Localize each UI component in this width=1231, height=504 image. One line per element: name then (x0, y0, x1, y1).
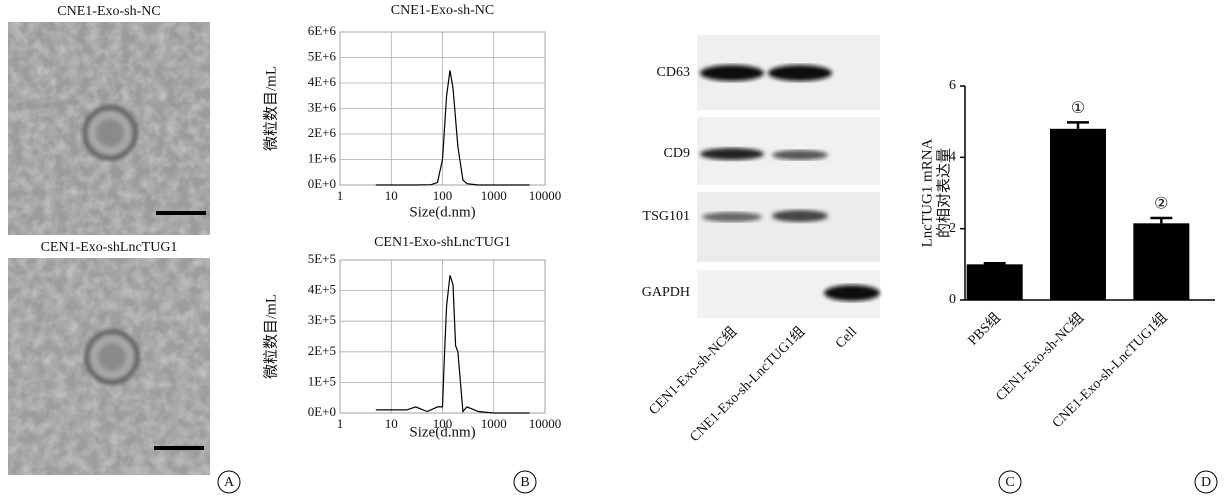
x-tick-label: 1000 (481, 416, 507, 431)
panel-letter: D (1194, 470, 1218, 494)
y-tick-label: 4E+6 (308, 74, 337, 89)
x-tick-label: PBS组 (965, 310, 1004, 349)
y-tick-label: 2 (949, 221, 956, 236)
y-tick-label: 0E+0 (308, 404, 336, 419)
blot-row-label: CD9 (664, 146, 690, 161)
y-tick-label: 6E+6 (308, 23, 337, 38)
panel-letter: C (998, 470, 1022, 494)
blot (697, 35, 880, 318)
x-tick-label: 10 (385, 188, 398, 203)
x-tick-label: 10000 (529, 416, 562, 431)
x-tick-label: 1 (337, 416, 344, 431)
chart-title: CEN1-Exo-shLncTUG1 (374, 235, 511, 250)
y-tick-label: 5E+5 (308, 251, 336, 266)
data-line (375, 275, 530, 414)
y-tick-label: 2E+6 (308, 125, 337, 140)
y-tick-label: 6 (949, 78, 956, 93)
y-tick-label: 2E+5 (308, 343, 336, 358)
bar (966, 264, 1023, 300)
blot-row-label: TSG101 (643, 209, 690, 224)
y-tick-label: 0E+0 (308, 176, 336, 191)
panel-letter-text: A (224, 475, 235, 490)
micrograph-label: CNE1-Exo-sh-NC (57, 4, 160, 19)
panel-letter: B (513, 470, 537, 494)
bar (1133, 223, 1190, 300)
y-tick-label: 4E+5 (308, 282, 336, 297)
blot-row-label: CD63 (657, 65, 690, 80)
y-tick-label: 5E+6 (308, 48, 337, 63)
bar (1050, 128, 1106, 300)
x-axis-label: Size(d.nm) (409, 204, 475, 220)
y-axis-label: 微粒数目/mL (262, 66, 279, 151)
panel-letter-text: C (1005, 475, 1014, 490)
data-line (375, 70, 530, 186)
chart-title: CNE1-Exo-sh-NC (391, 3, 494, 18)
y-axis-label: 微粒数目/mL (262, 294, 279, 379)
annotation: ① (1071, 100, 1085, 117)
annotation: ② (1154, 196, 1168, 213)
y-tick-label: 1E+5 (308, 373, 336, 388)
x-axis-label: Size(d.nm) (409, 424, 475, 440)
y-tick-label: 0 (949, 292, 956, 307)
x-tick-label: 100 (433, 416, 453, 431)
error-bar (1150, 216, 1173, 224)
error-bar (1067, 121, 1089, 129)
x-tick-label: 1 (337, 188, 344, 203)
blot-row-label: GAPDH (642, 285, 690, 300)
micrograph (8, 22, 210, 235)
panel-letter-text: D (1201, 475, 1211, 490)
y-axis-label: LncTUG1 mRNA (919, 138, 935, 247)
y-tick-label: 4 (949, 150, 956, 165)
panel-letter-text: B (520, 475, 529, 490)
x-tick-label: 10000 (529, 188, 562, 203)
x-tick-label: 1000 (481, 188, 507, 203)
panel-letter: A (217, 470, 241, 494)
y-tick-label: 1E+6 (308, 150, 337, 165)
blot-lane-label: CNE1-Exo-sh-LncTUG1组 (687, 324, 808, 445)
x-tick-label: 10 (385, 416, 398, 431)
x-tick-label: CEN1-Exo-sh-NC组 (993, 310, 1087, 404)
y-axis-label: 的相对表达量 (935, 148, 952, 238)
error-bar (983, 262, 1006, 265)
blot-lane-label: Cell (833, 324, 860, 351)
micrograph-label: CEN1-Exo-shLncTUG1 (41, 240, 178, 255)
micrograph (8, 258, 210, 475)
x-tick-label: 100 (433, 188, 453, 203)
y-tick-label: 3E+5 (308, 312, 336, 327)
y-tick-label: 3E+6 (308, 99, 337, 114)
